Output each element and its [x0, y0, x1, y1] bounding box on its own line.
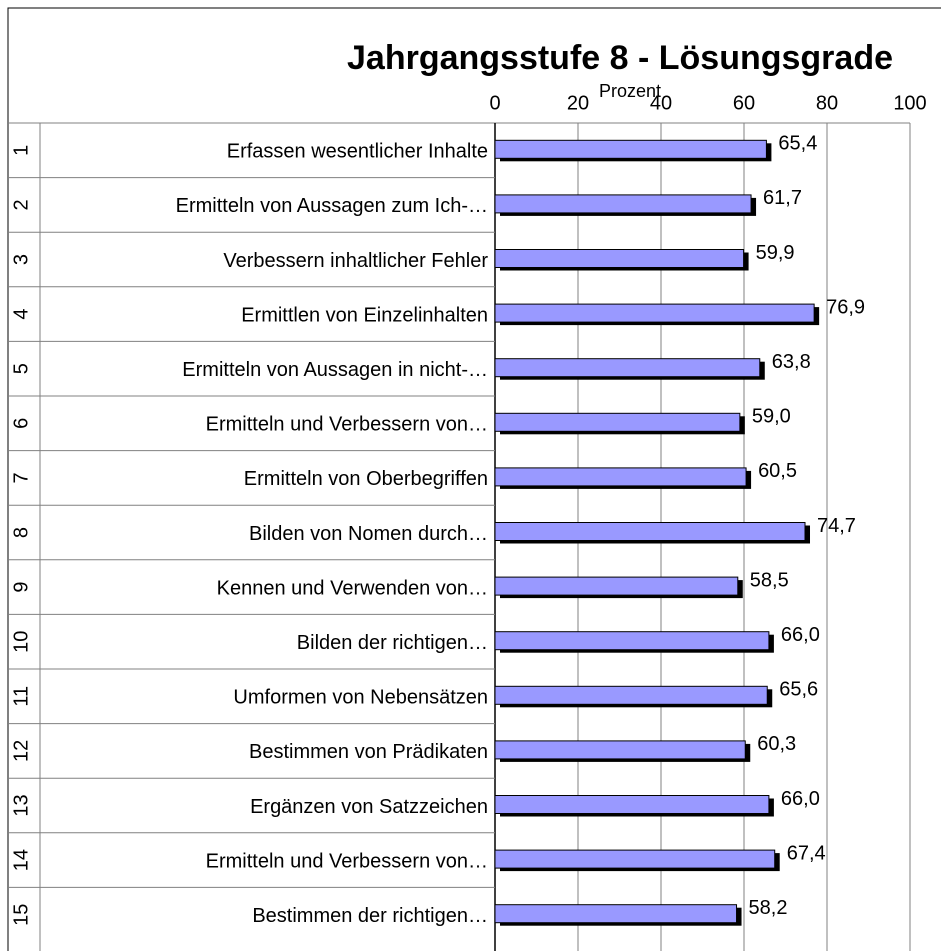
y-tick-label: Ermitteln von Oberbegriffen: [244, 468, 488, 490]
bar: [494, 795, 770, 814]
y-tick-label: Verbessern inhaltlicher Fehler: [223, 250, 488, 272]
bar: [494, 249, 745, 268]
chart-border: [7, 7, 941, 951]
value-label: 66,0: [781, 788, 820, 810]
bar: [494, 631, 770, 651]
bar: [494, 467, 747, 487]
row-number: 4: [10, 309, 32, 320]
y-tick-label: Kennen und Verwenden von…: [217, 577, 488, 599]
y-tick-label: Ermitteln von Aussagen zum Ich-…: [176, 195, 488, 217]
row-number: 3: [10, 254, 32, 265]
value-label: 74,7: [817, 515, 856, 537]
value-label: 63,8: [772, 351, 811, 373]
bar: [494, 358, 761, 378]
y-tick-label: Bestimmen der richtigen…: [252, 905, 488, 927]
row-number: 5: [10, 363, 32, 374]
value-label: 60,3: [757, 733, 796, 755]
x-axis-label: Prozent: [599, 81, 661, 101]
row-number: 9: [10, 582, 32, 593]
bar: [494, 139, 767, 159]
y-tick-label: Ermittlen von Einzelinhalten: [241, 304, 488, 326]
row-number: 15: [10, 904, 32, 926]
value-label: 67,4: [787, 842, 826, 864]
row-number: 13: [10, 794, 32, 816]
row-number: 6: [10, 418, 32, 429]
value-label: 58,5: [750, 569, 789, 591]
row-number: 1: [10, 145, 32, 156]
y-tick-label: Ergänzen von Satzzeichen: [250, 796, 488, 818]
value-label: 59,9: [756, 242, 795, 264]
y-tick-label: Ermitteln und Verbessern von…: [206, 850, 488, 872]
x-tick-label: 20: [567, 92, 589, 114]
value-label: 60,5: [758, 460, 797, 482]
value-label: 65,4: [778, 133, 817, 155]
row-number: 11: [10, 686, 32, 707]
row-number: 7: [10, 472, 32, 483]
x-tick-label: 80: [816, 92, 838, 114]
row-number: 12: [10, 740, 32, 762]
x-tick-label: 40: [650, 92, 672, 114]
bar: [494, 303, 815, 323]
value-label: 76,9: [826, 296, 865, 318]
bar: [494, 685, 768, 705]
y-tick-label: Bilden der richtigen…: [297, 632, 488, 654]
row-number: 8: [10, 527, 32, 538]
bar: [494, 412, 741, 432]
y-tick-label: Ermitteln von Aussagen in nicht-…: [182, 359, 488, 381]
y-tick-label: Ermitteln und Verbessern von…: [206, 414, 488, 436]
row-number: 14: [10, 849, 32, 871]
row-number: 10: [10, 631, 32, 653]
value-label: 65,6: [779, 679, 818, 701]
value-label: 61,7: [763, 187, 802, 209]
y-tick-label: Erfassen wesentlicher Inhalte: [227, 141, 488, 163]
bar: [494, 904, 738, 924]
value-label: 59,0: [752, 406, 791, 428]
x-tick-label: 100: [893, 92, 926, 114]
row-number: 2: [10, 199, 32, 210]
bar: [494, 576, 739, 596]
bar: [494, 849, 776, 869]
value-label: 58,2: [749, 897, 788, 919]
value-label: 66,0: [781, 624, 820, 646]
y-tick-label: Bilden von Nomen durch…: [249, 523, 488, 545]
y-tick-label: Bestimmen von Prädikaten: [249, 741, 488, 763]
bar: [494, 194, 752, 214]
chart-title: Jahrgangsstufe 8 - Lösungsgrade: [347, 39, 893, 77]
bar: [494, 740, 746, 760]
x-tick-label: 60: [733, 92, 755, 114]
y-tick-label: Umformen von Nebensätzen: [233, 687, 488, 709]
bar: [494, 522, 806, 541]
x-tick-label: 0: [489, 92, 500, 114]
